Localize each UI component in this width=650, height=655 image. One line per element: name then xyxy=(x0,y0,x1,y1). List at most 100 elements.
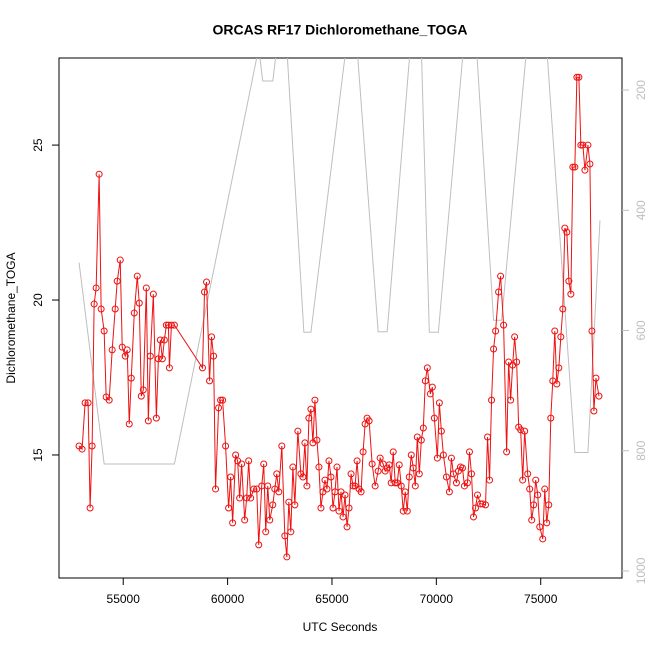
data-point xyxy=(149,290,157,298)
data-point xyxy=(105,396,113,404)
data-point xyxy=(511,333,519,341)
data-point xyxy=(305,414,313,422)
data-point xyxy=(559,305,567,313)
data-point xyxy=(266,516,274,524)
x-tick-label: 65000 xyxy=(315,592,349,606)
data-point xyxy=(303,482,311,490)
data-point xyxy=(285,498,293,506)
data-point xyxy=(573,73,581,81)
y2-tick-label: 600 xyxy=(634,320,648,340)
data-point xyxy=(507,396,515,404)
data-point xyxy=(530,501,538,509)
data-point xyxy=(95,170,103,178)
data-point xyxy=(579,141,587,149)
data-point xyxy=(152,414,160,422)
data-point xyxy=(407,451,415,459)
data-point xyxy=(253,485,261,493)
data-point xyxy=(421,377,429,385)
data-point xyxy=(289,463,297,471)
data-point xyxy=(524,470,532,478)
data-point xyxy=(238,460,246,468)
chart-title: ORCAS RF17 Dichloromethane_TOGA xyxy=(213,22,468,38)
data-point xyxy=(435,399,443,407)
data-point xyxy=(86,504,94,512)
data-point xyxy=(217,396,225,404)
data-point xyxy=(430,414,438,422)
data-point xyxy=(551,327,559,335)
data-point xyxy=(78,445,86,453)
data-point xyxy=(199,364,207,372)
data-point xyxy=(365,417,373,425)
data-point xyxy=(339,513,347,521)
data-point xyxy=(479,500,487,508)
data-point xyxy=(88,442,96,450)
data-point xyxy=(130,309,138,317)
data-point xyxy=(539,535,547,543)
data-point xyxy=(125,420,133,428)
data-point xyxy=(250,485,258,493)
data-point xyxy=(543,519,551,527)
data-point xyxy=(333,463,341,471)
data-point xyxy=(307,405,315,413)
data-point xyxy=(447,454,455,462)
data-point xyxy=(521,427,529,435)
data-point xyxy=(403,507,411,515)
data-point xyxy=(212,485,220,493)
data-point xyxy=(428,383,436,391)
data-point xyxy=(437,427,445,435)
data-point xyxy=(116,256,124,264)
y2-tick-label: 200 xyxy=(634,80,648,100)
y2-tick-label: 400 xyxy=(634,200,648,220)
data-point xyxy=(503,448,511,456)
data-point xyxy=(472,504,480,512)
data-point xyxy=(278,442,286,450)
plot-frame xyxy=(58,57,623,579)
data-point xyxy=(144,417,152,425)
y-axis-label: Dichloromethane_TOGA xyxy=(4,252,18,383)
data-point xyxy=(423,364,431,372)
data-line xyxy=(78,76,600,557)
data-point xyxy=(299,473,307,481)
data-point xyxy=(567,290,575,298)
data-point xyxy=(111,305,119,313)
data-point xyxy=(353,457,361,465)
data-point xyxy=(275,488,283,496)
data-point xyxy=(584,141,592,149)
data-point xyxy=(255,541,263,549)
data-point xyxy=(497,272,505,280)
data-point xyxy=(555,364,563,372)
y-tick-label: 20 xyxy=(31,293,45,307)
data-point xyxy=(484,433,492,441)
data-point xyxy=(225,504,233,512)
data-point xyxy=(376,454,384,462)
data-point xyxy=(260,460,268,468)
data-point xyxy=(323,485,331,493)
data-point xyxy=(341,491,349,499)
data-point xyxy=(563,228,571,236)
data-point xyxy=(210,352,218,360)
data-point xyxy=(417,436,425,444)
data-point xyxy=(269,501,277,509)
y2-tick-label: 1000 xyxy=(634,557,648,584)
x-tick-label: 60000 xyxy=(211,592,245,606)
data-point xyxy=(329,504,337,512)
data-point xyxy=(588,327,596,335)
data-point xyxy=(411,482,419,490)
data-point xyxy=(215,404,223,412)
data-point xyxy=(243,494,251,502)
data-point xyxy=(229,519,237,527)
data-line xyxy=(78,58,601,465)
data-point xyxy=(137,392,145,400)
data-point xyxy=(465,448,473,456)
data-point xyxy=(385,461,393,469)
data-point xyxy=(208,333,216,341)
data-point xyxy=(470,513,478,521)
data-point xyxy=(577,141,585,149)
data-point xyxy=(327,473,335,481)
data-point xyxy=(389,448,397,456)
data-point xyxy=(262,528,270,536)
data-point xyxy=(486,476,494,484)
data-point xyxy=(170,321,178,329)
data-point xyxy=(219,396,227,404)
data-point xyxy=(397,482,405,490)
